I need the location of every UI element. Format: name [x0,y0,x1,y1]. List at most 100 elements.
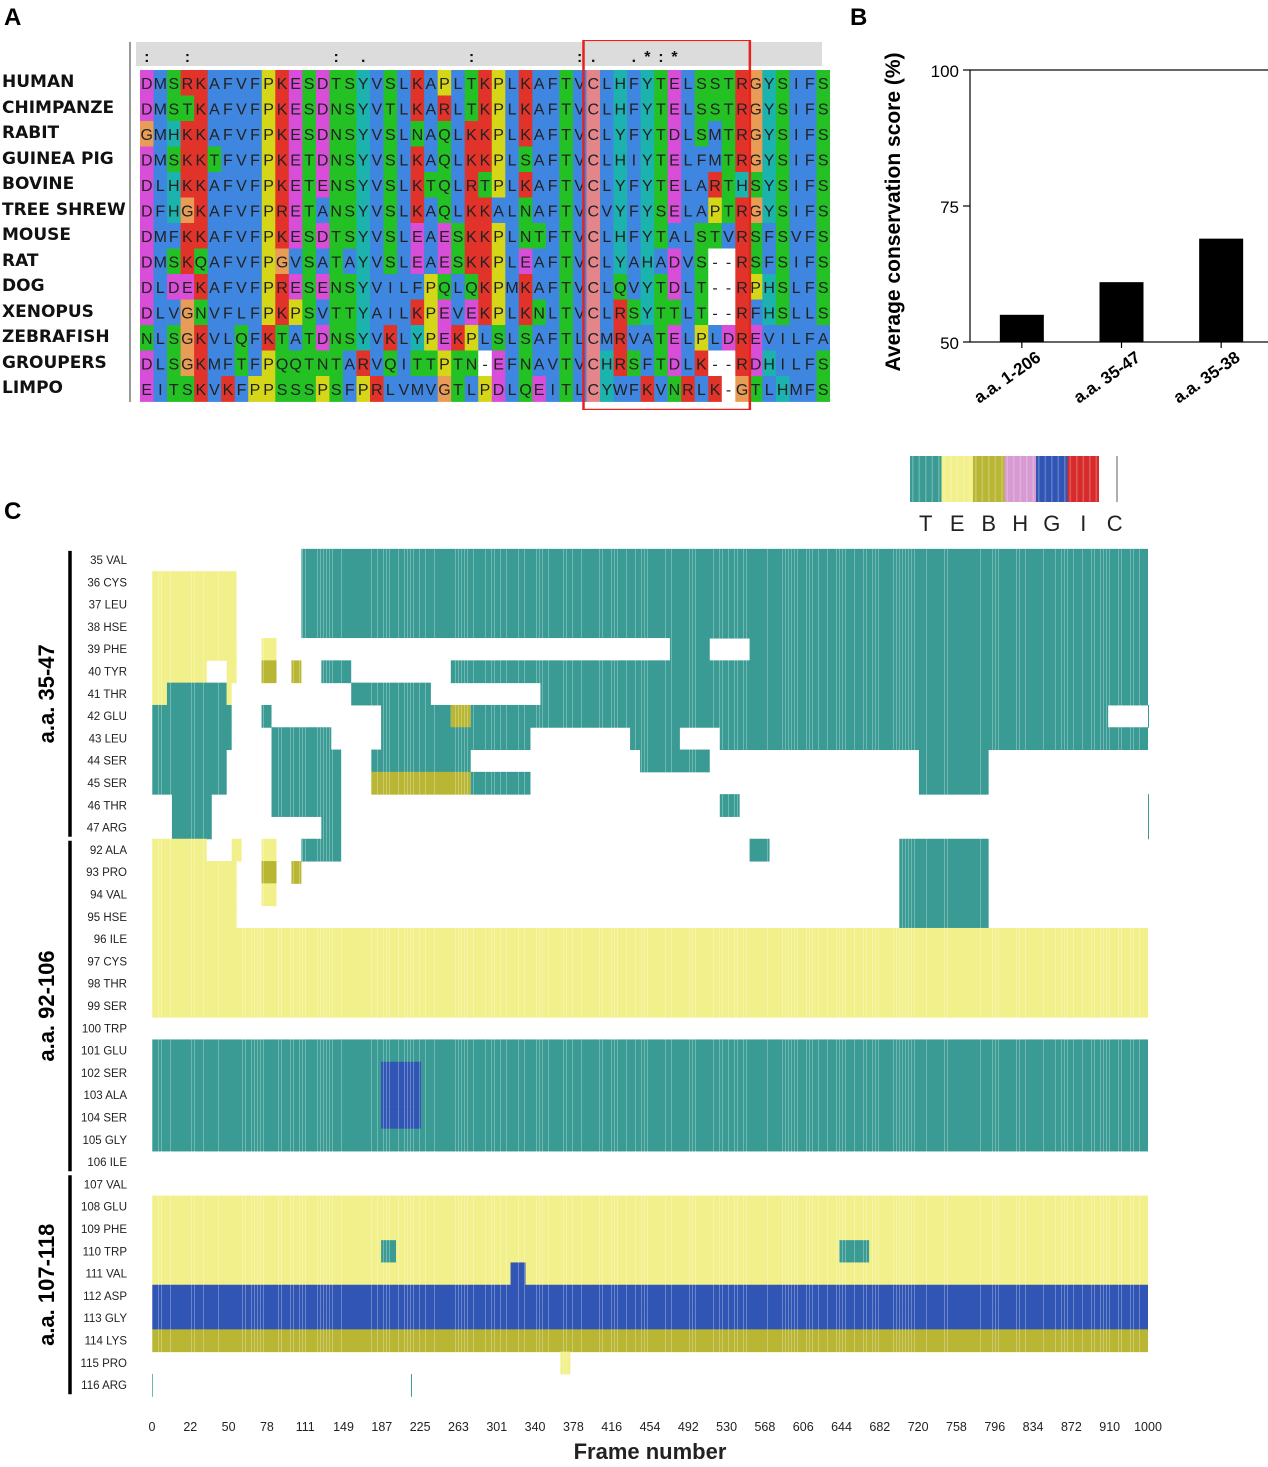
residue-cell [383,146,398,173]
residue-cell [410,95,425,122]
residue-cell [302,121,317,147]
residue-cell [491,197,506,224]
residue-cell [140,121,154,147]
residue-row-label: 107 VAL [84,1179,128,1191]
residue-letter: Q [195,255,207,272]
frame-stripe [194,548,195,1397]
residue-cell [762,172,777,198]
residue-letter: M [411,382,424,399]
residue-letter: V [209,306,220,323]
frame-stripe [278,548,279,1397]
residue-cell [221,146,236,173]
residue-cell [451,121,466,147]
residue-letter: L [454,204,463,221]
residue-letter: S [818,178,829,195]
structure-segment [236,593,302,617]
residue-cell [654,299,669,326]
residue-cell [451,248,466,275]
residue-letter: T [182,102,192,119]
residue-letter: A [426,204,437,221]
residue-cell [735,223,750,249]
structure-segment [152,905,237,929]
residue-letter: A [317,255,328,272]
residue-row-label: 114 LYS [85,1336,128,1348]
residue-cell [261,299,276,326]
residue-cell [167,274,181,300]
residue-letter: L [508,127,517,144]
residue-letter: K [196,102,207,119]
residue-cell [180,172,195,198]
residue-cell [505,70,520,96]
structure-segment [301,638,670,661]
residue-row-label: 112 ASP [83,1291,127,1303]
structure-segment [261,861,277,884]
residue-cell [356,223,371,249]
residue-cell [505,350,520,377]
structure-segment [381,704,451,728]
species-label: TREE SHREW [2,199,126,220]
residue-cell [342,299,357,326]
residue-cell [532,350,547,377]
residue-letter: P [263,382,274,399]
residue-letter: P [426,331,437,348]
residue-cell [708,121,723,147]
residue-cell [478,146,493,173]
residue-cell [816,274,830,300]
residue-letter: Q [384,357,396,374]
legend-stripe [1057,456,1060,502]
residue-letter: L [602,229,611,246]
residue-cell [735,70,750,96]
residue-letter: T [724,127,734,144]
residue-cell [153,223,168,249]
residue-cell [518,376,533,402]
residue-letter: V [574,127,585,144]
legend-stripe [943,456,946,502]
residue-letter: C [587,178,599,195]
residue-letter: V [236,255,247,272]
frame-stripe [626,548,627,1397]
x-tick-label: 796 [984,1420,1005,1434]
residue-cell [315,248,330,275]
residue-letter: S [696,229,707,246]
legend-stripe [1082,456,1085,502]
bar [999,314,1044,342]
residue-cell [464,70,479,96]
residue-letter: L [399,153,408,170]
frame-stripe [1067,548,1068,1397]
residue-cell [302,146,317,173]
frame-stripe [1103,548,1104,1397]
frame-stripe [398,548,399,1397]
residue-cell [816,248,830,275]
residue-letter: K [196,204,207,221]
residue-letter: Y [601,382,612,399]
residue-letter: P [263,76,274,93]
residue-letter: F [223,280,233,297]
residue-cell [600,248,614,275]
residue-cell [424,95,439,122]
structure-segment [261,838,277,862]
residue-cell [532,146,547,173]
residue-letter: Y [642,76,653,93]
residue-letter: P [263,280,274,297]
residue-letter: R [736,153,748,170]
residue-cell [302,197,317,224]
x-tick-label: 492 [678,1420,699,1434]
residue-cell [315,325,330,351]
residue-letter: N [520,204,532,221]
structure-segment [152,1307,1148,1330]
residue-letter: K [710,382,721,399]
residue-cell [627,197,642,224]
residue-cell [234,325,249,351]
residue-cell [437,248,452,275]
residue-cell [342,197,357,224]
residue-cell [234,350,249,377]
structure-segment [749,838,770,862]
residue-letter: P [493,76,504,93]
residue-cell [153,274,168,300]
residue-cell [721,146,736,173]
residue-letter: T [534,229,544,246]
residue-row-label: 109 PHE [81,1224,127,1236]
residue-letter: C [587,280,599,297]
residue-letter: V [236,204,247,221]
residue-letter: T [656,102,666,119]
